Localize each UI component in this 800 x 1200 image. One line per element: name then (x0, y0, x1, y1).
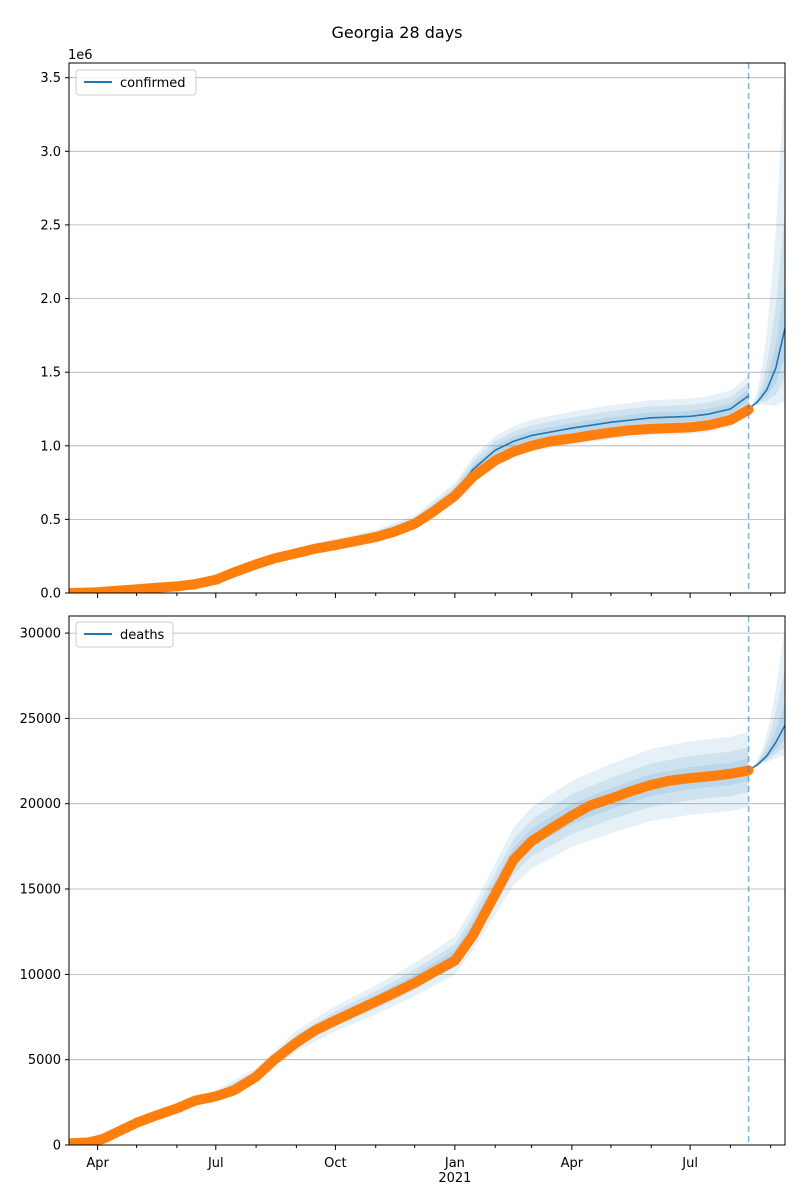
confirmed-legend-box (75, 69, 197, 96)
confirmed-y-tick-label: 0.0 (40, 587, 61, 602)
x-tick-label: Apr (561, 1156, 584, 1171)
confirmed-plot-area (69, 63, 785, 593)
confirmed-y-tick-label: 3.5 (40, 71, 61, 86)
confirmed-observed-series (69, 404, 754, 593)
deaths-fit-line (69, 768, 749, 1145)
deaths-legend-box (75, 621, 174, 648)
x-tick-label: Jan (444, 1156, 465, 1171)
deaths-y-tick-label: 0 (53, 1139, 61, 1154)
confirmed-y-tick-label: 1.5 (40, 366, 61, 381)
deaths-panel: 0 5000 10000 15000 20000 25000 30000 deaths (20, 615, 786, 1154)
confirmed-y-tick-label: 2.5 (40, 218, 61, 233)
x-tick-label: Jul (207, 1156, 224, 1171)
confirmed-uncertainty-band (69, 283, 785, 593)
deaths-y-tick-label: 15000 (20, 883, 61, 898)
confirmed-y-tick-label: 2.0 (40, 292, 61, 307)
confirmed-legend-label: confirmed (120, 76, 186, 91)
x-tick-label: Apr (86, 1156, 109, 1171)
deaths-y-tick-label: 25000 (20, 712, 61, 727)
confirmed-axes-frame (68, 62, 786, 594)
confirmed-y-tick-label: 1.0 (40, 439, 61, 454)
deaths-gridlines (69, 632, 785, 1145)
confirmed-y-offset-label: 1e6 (68, 48, 93, 63)
confirmed-y-tick-label: 0.5 (40, 513, 61, 528)
deaths-uncertainty-band (69, 667, 785, 1144)
confirmed-forecast-line (748, 327, 785, 410)
deaths-plot-area (69, 616, 785, 1145)
x-tick-year-label: 2021 (438, 1171, 471, 1186)
deaths-x-ticks (97, 1145, 772, 1150)
chart-title: Georgia 28 days (331, 23, 462, 42)
deaths-legend[interactable]: deaths (75, 621, 174, 648)
x-tick-label: Jul (681, 1156, 698, 1171)
deaths-legend-label: deaths (120, 628, 165, 643)
confirmed-panel: 1e6 0.0 0.5 1.0 1.5 2.0 2.5 3.0 3.5 confirmed (40, 48, 786, 602)
confirmed-legend[interactable]: confirmed (75, 69, 197, 96)
deaths-uncertainty-band (69, 624, 785, 1144)
deaths-axes-frame (68, 615, 786, 1146)
deaths-y-tick-label: 30000 (20, 627, 61, 642)
x-tick-label: Oct (324, 1156, 346, 1171)
deaths-forecast-line (748, 724, 785, 772)
confirmed-y-axis: 0.0 0.5 1.0 1.5 2.0 2.5 3.0 3.5 (40, 71, 69, 602)
confirmed-x-ticks (97, 593, 772, 598)
deaths-observed-series (69, 765, 754, 1145)
deaths-y-axis: 0 5000 10000 15000 20000 25000 30000 (20, 627, 69, 1154)
confirmed-observed-point (743, 404, 754, 415)
confirmed-y-tick-label: 3.0 (40, 145, 61, 160)
deaths-y-tick-label: 10000 (20, 968, 61, 983)
deaths-y-tick-label: 20000 (20, 797, 61, 812)
deaths-y-tick-label: 5000 (28, 1053, 61, 1068)
